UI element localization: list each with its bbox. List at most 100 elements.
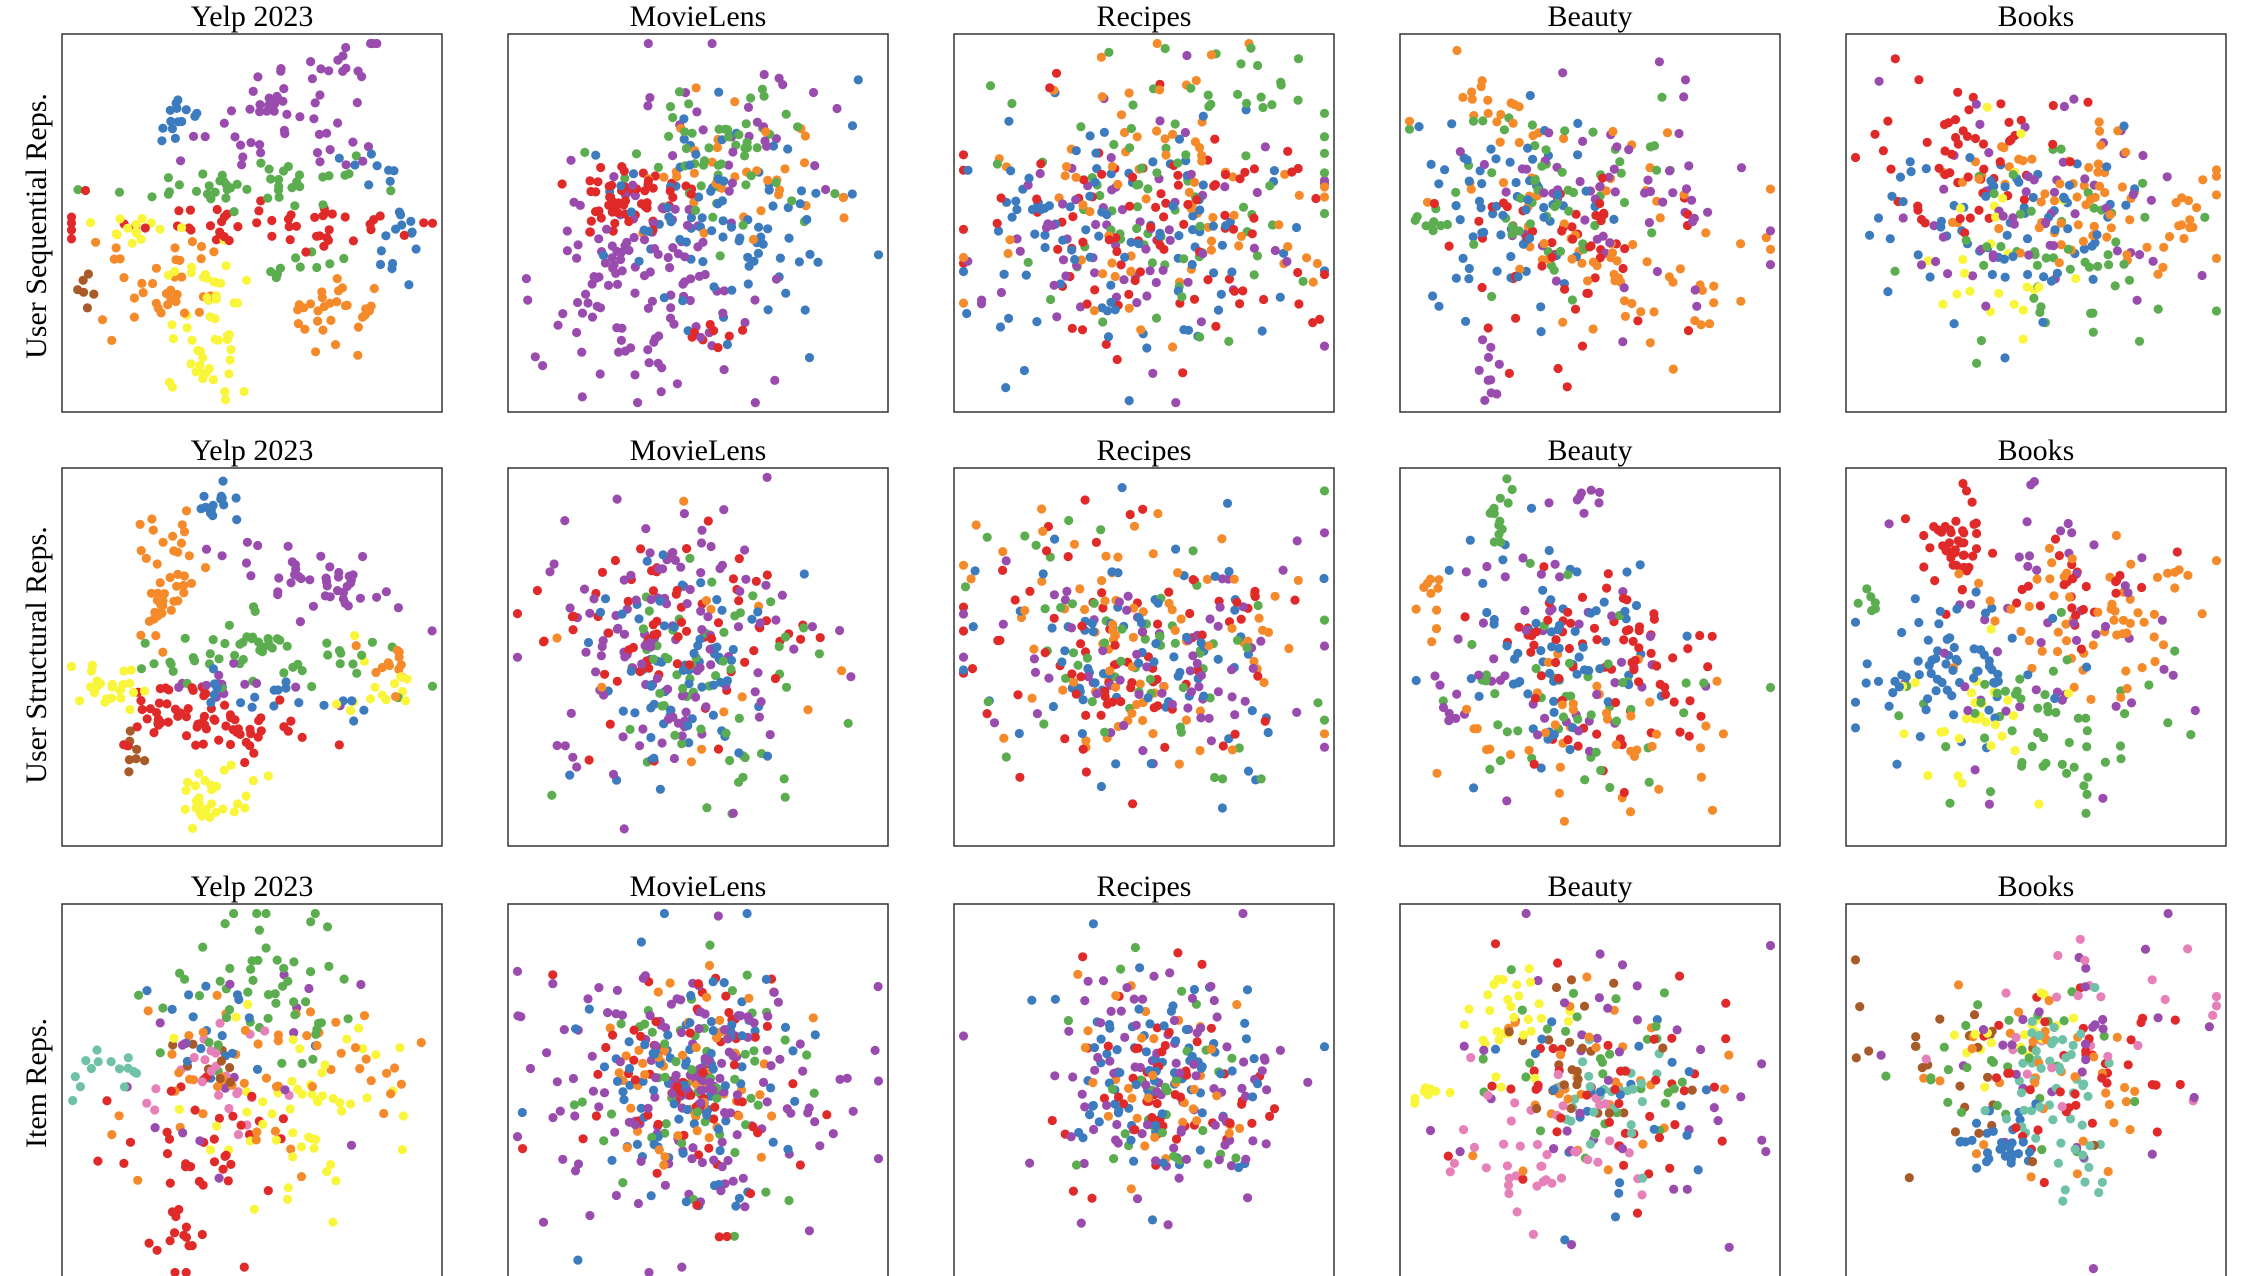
scatter-point-yellow [331, 1176, 341, 1186]
scatter-point-purple [589, 594, 599, 604]
scatter-point-orange [1138, 715, 1148, 726]
scatter-point-blue [1027, 995, 1037, 1005]
scatter-point-purple [2021, 187, 2031, 197]
scatter-point-blue [1635, 560, 1645, 570]
scatter-point-red [1645, 1111, 1655, 1121]
scatter-point-green [660, 1072, 670, 1082]
scatter-point-yellow [1483, 990, 1493, 1000]
scatter-point-red [1238, 286, 1248, 296]
scatter-point-blue [1114, 1106, 1124, 1116]
scatter-point-teal [1636, 1078, 1647, 1089]
scatter-point-teal [1628, 1084, 1638, 1094]
scatter-point-red [1655, 679, 1665, 690]
scatter-point-purple [1551, 276, 1561, 286]
scatter-point-red [1036, 159, 1046, 169]
scatter-point-purple [1292, 707, 1302, 718]
scatter-point-green [960, 582, 971, 592]
scatter-point-purple [245, 104, 255, 114]
scatter-point-purple [1222, 1042, 1232, 1052]
scatter-point-blue [1291, 222, 1302, 233]
scatter-point-purple [657, 738, 667, 748]
scatter-point-blue [768, 141, 779, 151]
scatter-point-brown [131, 754, 141, 764]
scatter-point-orange [1588, 257, 1598, 267]
scatter-point-green [2140, 212, 2150, 222]
scatter-point-yellow [288, 1152, 298, 1162]
scatter-point-brown [1551, 982, 1562, 993]
scatter-point-teal [1585, 1139, 1596, 1149]
scatter-point-orange [135, 519, 145, 530]
scatter-point-blue [1549, 696, 1559, 707]
scatter-point-orange [1761, 233, 1771, 243]
scatter-point-purple [644, 358, 654, 368]
scatter-point-orange [390, 1063, 400, 1073]
scatter-point-red [1443, 1151, 1453, 1161]
scatter-point-purple [1521, 908, 1531, 919]
scatter-point-green [1468, 116, 1479, 126]
scatter-point-blue [1885, 234, 1895, 244]
scatter-point-green [1647, 228, 1657, 238]
row-label-user-sequential: User Sequential Reps. [20, 93, 53, 359]
scatter-point-purple [1116, 1006, 1126, 1016]
scatter-point-red [1315, 314, 1325, 324]
scatter-point-green [809, 1088, 819, 1098]
scatter-point-purple [668, 712, 678, 722]
scatter-point-purple [958, 1031, 969, 1041]
scatter-point-yellow [119, 666, 129, 676]
scatter-point-red [619, 166, 629, 176]
scatter-point-red [585, 227, 595, 237]
scatter-point-purple [602, 224, 612, 234]
scatter-point-purple [643, 1103, 653, 1113]
scatter-point-red [672, 1082, 682, 1092]
scatter-point-blue [1188, 211, 1198, 221]
scatter-point-yellow [283, 1183, 293, 1193]
scatter-point-red [1110, 640, 1120, 650]
scatter-point-red [1945, 168, 1955, 178]
scatter-point-orange [1150, 1132, 1160, 1142]
scatter-point-blue [1021, 270, 1031, 280]
scatter-point-green [1564, 658, 1575, 668]
panel-title: Recipes [1097, 870, 1192, 903]
scatter-point-orange [1496, 109, 1506, 120]
scatter-point-orange [240, 1025, 250, 1035]
scatter-point-blue [591, 150, 601, 160]
scatter-point-orange [1101, 551, 1111, 561]
scatter-point-blue [1491, 154, 1501, 164]
scatter-point-red [119, 1158, 129, 1168]
scatter-point-yellow [362, 1093, 372, 1103]
scatter-point-green [1580, 775, 1590, 785]
scatter-point-orange [1690, 316, 1700, 326]
scatter-point-purple [1586, 485, 1596, 495]
scatter-point-purple [758, 1077, 769, 1087]
scatter-point-purple [2014, 552, 2024, 562]
scatter-point-green [1001, 752, 1011, 762]
scatter-point-purple [238, 152, 248, 162]
scatter-point-green [702, 803, 712, 813]
scatter-point-red [187, 683, 197, 693]
scatter-point-teal [1638, 1173, 1648, 1183]
scatter-point-orange [330, 340, 341, 350]
scatter-point-green [273, 185, 284, 195]
scatter-point-red [66, 234, 77, 244]
scatter-point-orange [1584, 1032, 1594, 1042]
scatter-point-purple [214, 1173, 224, 1183]
scatter-point-yellow [242, 275, 252, 285]
scatter-point-purple [647, 296, 658, 306]
scatter-point-red [1287, 167, 1297, 177]
scatter-point-purple [609, 260, 619, 270]
scatter-point-purple [1107, 185, 1117, 195]
scatter-point-blue [634, 614, 644, 624]
scatter-point-purple [1191, 1071, 1201, 1081]
scatter-point-red [1633, 316, 1643, 326]
scatter-point-blue [1145, 1019, 1155, 1029]
scatter-point-yellow [1525, 977, 1536, 987]
scatter-point-purple [1098, 976, 1109, 986]
scatter-point-red [568, 625, 578, 635]
scatter-point-red [1156, 189, 1166, 199]
scatter-point-green [295, 262, 305, 272]
scatter-point-green [311, 1029, 321, 1039]
scatter-point-green [2124, 275, 2135, 285]
scatter-point-purple [1049, 590, 1059, 600]
scatter-point-red [958, 150, 969, 160]
scatter-point-purple [608, 769, 619, 780]
